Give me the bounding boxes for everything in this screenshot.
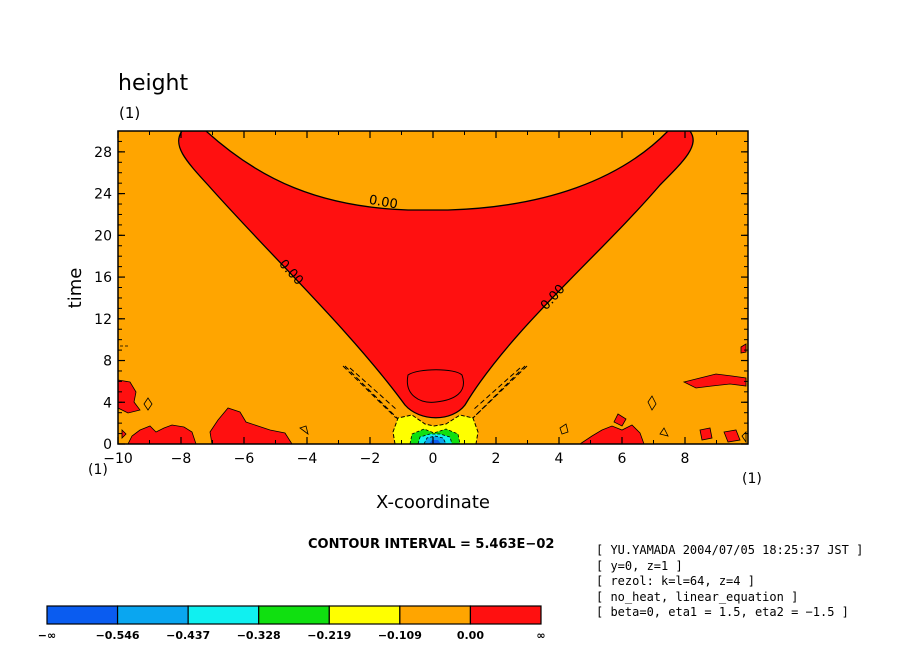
y-tick-label: 0 [103,437,112,453]
y-tick-label: 4 [103,395,112,411]
y-tick-label: 12 [94,312,112,328]
info-block: [ YU.YAMADA 2004/07/05 18:25:37 JST ] [ … [596,543,863,619]
colorbar-label: −0.437 [166,629,210,642]
x-tick-label: −4 [297,451,318,467]
colorbar-swatch [469,605,542,625]
colorbar-label: −0.109 [378,629,422,642]
x-axis: −10 −8 −6 −4 −2 0 2 4 6 8 [103,131,749,467]
y-tick-label: 20 [94,228,112,244]
plot-area [118,131,748,444]
contour-interval: CONTOUR INTERVAL = 5.463E−02 [308,537,554,552]
colorbar-label: 0.00 [457,629,484,642]
x-tick-label: −6 [234,451,255,467]
colorbar-label: −0.328 [237,629,281,642]
colorbar-swatch [258,605,330,625]
colorbar-label: −∞ [38,629,56,642]
x-tick-label: −8 [171,451,192,467]
colorbar-swatch [116,605,189,625]
colorbar-swatch [187,605,260,625]
colorbar-swatch [46,605,119,625]
colorbar-swatch [399,605,472,625]
info-line-1: [ YU.YAMADA 2004/07/05 18:25:37 JST ] [596,543,863,557]
inner-contour [406,369,464,403]
x-tick-label: 6 [618,451,627,467]
noise-patches [118,343,747,444]
x-tick-label: 8 [681,451,690,467]
y-axis: 0 4 8 12 16 20 24 28 [94,130,748,453]
info-line-4: [ no_heat, linear_equation ] [596,590,798,604]
title-unit: (1) [119,104,140,122]
info-line-3: [ rezol: k=l=64, z=4 ] [596,574,755,588]
info-line-2: [ y=0, z=1 ] [596,559,683,573]
x-tick-label: 0 [429,451,438,467]
dashed-contour-left [342,365,413,428]
x-tick-label: −2 [360,451,381,467]
colorbar-label: −0.546 [96,629,140,642]
contour-label: 0.00 [368,193,399,213]
colorbar-label: ∞ [536,629,545,642]
x-axis-label: X-coordinate [376,492,490,513]
colorbar-label: −0.219 [307,629,351,642]
y-tick-label: 28 [94,145,112,161]
info-line-5: [ beta=0, eta1 = 1.5, eta2 = −1.5 ] [596,605,849,619]
y-tick-label: 8 [103,354,112,370]
positive-region [177,131,694,419]
chart-title: height [118,71,188,96]
y-tick-label: 16 [94,270,112,286]
x-tick-label: 4 [555,451,564,467]
y-axis-label: time [65,268,86,309]
x-unit-right: (1) [742,471,762,487]
colorbar: −∞ −0.546 −0.437 −0.328 −0.219 −0.109 0.00 ∞ [38,605,546,642]
noise-outlines [120,345,747,444]
x-tick-label: 2 [492,451,501,467]
colorbar-swatch [328,605,401,625]
dark-blue-region [429,440,441,444]
x-unit-left: (1) [88,462,108,478]
x-tick-label: −10 [103,451,133,467]
y-tick-label: 24 [94,187,112,203]
